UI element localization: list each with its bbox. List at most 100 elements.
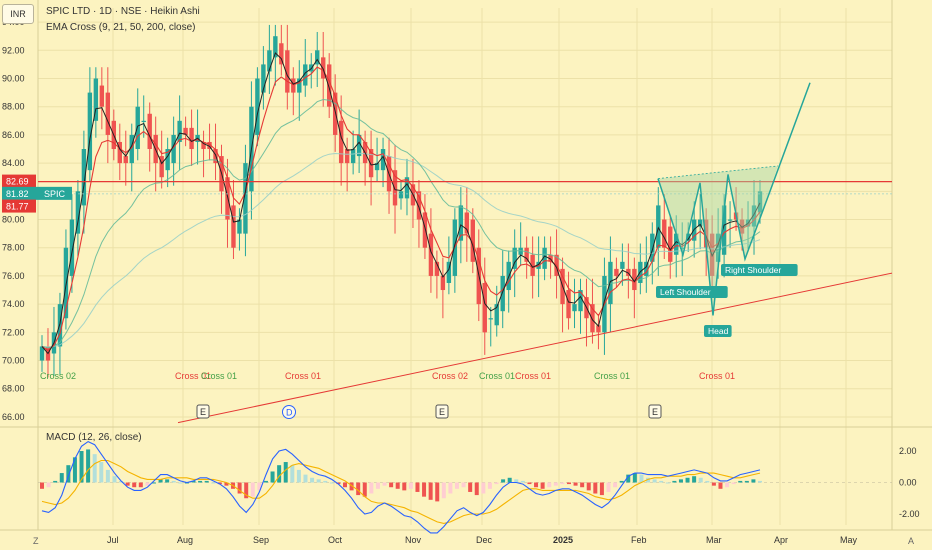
earnings-marker[interactable] xyxy=(648,404,662,419)
macd-histogram-bar xyxy=(441,482,446,499)
macd-histogram-bar xyxy=(586,482,591,491)
time-axis-tick: May xyxy=(840,535,858,545)
macd-histogram-bar xyxy=(343,482,348,488)
head-shoulders-pattern[interactable] xyxy=(657,82,811,316)
pattern-annotation-box[interactable] xyxy=(704,325,732,337)
time-axis-tick: Sep xyxy=(253,535,269,545)
macd-histogram-bar xyxy=(481,482,486,494)
macd-histogram-bar xyxy=(99,462,104,483)
macd-histogram-bar xyxy=(263,480,268,483)
macd-histogram-bar xyxy=(395,482,400,489)
time-axis-tick: Mar xyxy=(706,535,722,545)
macd-histogram-bar xyxy=(191,480,196,483)
macd-histogram-bar xyxy=(527,482,532,485)
price-axis-tick: 68.00 xyxy=(2,384,25,394)
grid-lines xyxy=(38,8,892,525)
candle-body xyxy=(183,127,188,135)
time-axis-tick: Apr xyxy=(774,535,788,545)
earnings-marker-label: E xyxy=(439,407,445,417)
price-axis-tick: 72.00 xyxy=(2,327,25,337)
currency-button[interactable]: INR xyxy=(2,4,34,24)
candle-body xyxy=(321,57,326,79)
candle-body xyxy=(464,212,470,234)
candle-body xyxy=(650,233,655,262)
pattern-annotation-label: Right Shoulder xyxy=(725,265,781,275)
candle-body xyxy=(291,78,296,93)
candle-body xyxy=(739,219,745,234)
macd-indicator-legend[interactable]: MACD (12, 26, close) xyxy=(46,432,142,443)
macd-histogram-bar xyxy=(547,482,552,488)
candle-body xyxy=(99,85,105,107)
symbol-price-tag-text: SPIC xyxy=(44,189,66,199)
macd-histogram-bar xyxy=(646,477,651,483)
candle-body xyxy=(542,247,547,269)
macd-histogram-bar xyxy=(435,482,440,502)
dividend-marker[interactable] xyxy=(282,405,296,419)
price-axis-tick: 76.00 xyxy=(2,271,25,281)
candle-body xyxy=(656,205,661,248)
ema-cross-label: Cross 01 xyxy=(201,371,237,381)
macd-histogram-bar xyxy=(40,482,44,489)
candle-body xyxy=(674,233,679,255)
last-price-text: 81.82 xyxy=(6,189,29,199)
support-trendline[interactable] xyxy=(177,272,893,424)
earnings-marker-label: E xyxy=(200,407,206,417)
candle-body xyxy=(428,233,434,276)
candle-body xyxy=(141,120,146,123)
earnings-marker[interactable] xyxy=(196,404,210,419)
pattern-annotation-box[interactable] xyxy=(721,264,798,276)
macd-histogram-bar xyxy=(211,482,216,484)
horizontal-line-price-tag xyxy=(2,174,36,188)
macd-histogram-bar xyxy=(92,454,97,483)
macd-histogram-bar xyxy=(692,476,697,483)
macd-histogram-bar xyxy=(711,482,716,486)
candle-body xyxy=(757,191,763,213)
macd-histogram-bar xyxy=(53,480,58,483)
candle-body xyxy=(368,149,374,178)
price-axis-tick: 88.00 xyxy=(2,102,25,112)
macd-line xyxy=(41,440,761,534)
candle-body xyxy=(177,120,182,142)
candle-body xyxy=(488,318,493,320)
candle-body xyxy=(159,156,164,178)
zoom-button[interactable]: Z xyxy=(33,536,39,546)
candle-body xyxy=(279,43,284,65)
candle-body xyxy=(482,282,487,333)
macd-histogram-bar xyxy=(158,479,163,483)
auto-scale-button[interactable]: A xyxy=(908,536,915,546)
macd-histogram-bar xyxy=(151,482,156,484)
candle-body xyxy=(398,191,404,199)
candle-body xyxy=(117,141,122,164)
pattern-upper-line xyxy=(657,165,779,180)
earnings-marker[interactable] xyxy=(435,404,449,419)
ema-indicator-legend[interactable]: EMA Cross (9, 21, 50, 200, close) xyxy=(46,22,196,33)
macd-axis-tick: 2.00 xyxy=(899,446,917,456)
ema-cross-label: Cross 01 xyxy=(479,371,515,381)
candle-body xyxy=(494,304,499,326)
macd-histogram-bar xyxy=(112,476,117,483)
pattern-annotation-box[interactable] xyxy=(656,286,728,298)
candle-body xyxy=(350,149,356,164)
candle-body xyxy=(356,134,362,157)
symbol-legend[interactable]: SPIC LTD · 1D · NSE · Heikin Ashi xyxy=(46,6,200,17)
macd-histogram-bar xyxy=(468,482,473,492)
macd-histogram-bar xyxy=(678,479,683,483)
macd-histogram-bar xyxy=(685,477,690,483)
candle-body xyxy=(404,177,410,199)
dividend-marker-label: D xyxy=(286,408,293,418)
macd-histogram-bar xyxy=(698,477,703,483)
candle-body xyxy=(434,261,440,276)
macd-histogram-bar xyxy=(422,482,427,497)
candle-body xyxy=(147,113,152,150)
last-price-tag xyxy=(2,186,72,200)
candle-body xyxy=(207,141,212,150)
macd-histogram-bar xyxy=(507,477,512,483)
candle-body xyxy=(697,219,703,227)
candle-body xyxy=(338,120,344,164)
candle-body xyxy=(75,191,81,234)
macd-histogram-bar xyxy=(613,482,618,488)
macd-histogram-bar xyxy=(718,482,723,489)
candle-body xyxy=(285,50,290,93)
candle-body xyxy=(380,149,386,171)
